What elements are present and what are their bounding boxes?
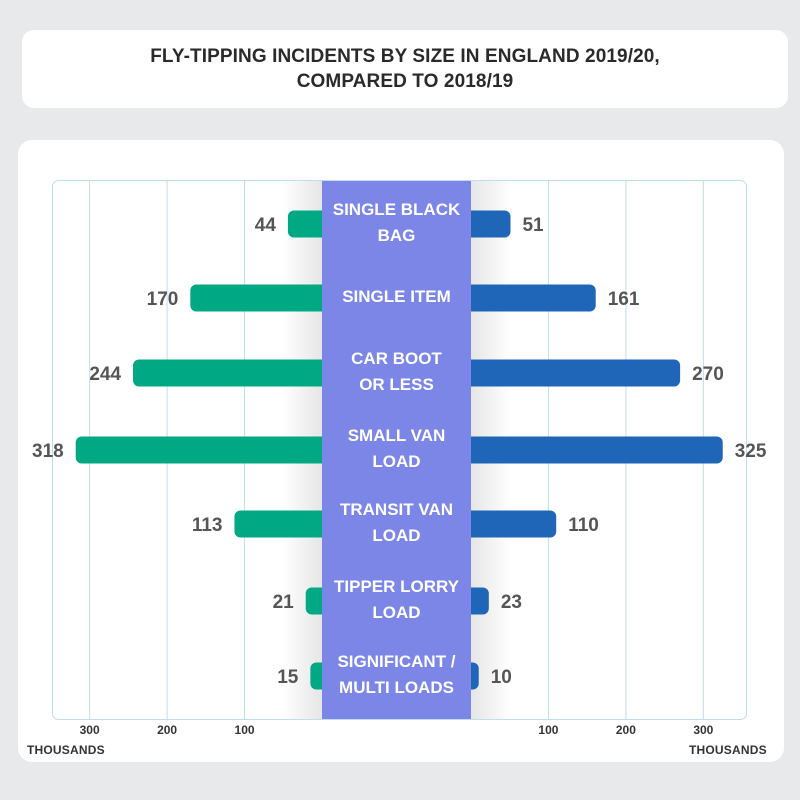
category-label: MULTI LOADS <box>339 678 454 697</box>
value-label-left: 21 <box>273 592 295 613</box>
bar-right <box>461 284 596 312</box>
tick-label-right: 300 <box>693 723 713 737</box>
category-label: SMALL VAN <box>348 426 446 445</box>
value-label-right: 110 <box>568 515 599 536</box>
value-label-right: 10 <box>491 667 512 688</box>
value-label-left: 15 <box>277 667 299 688</box>
category-label: LOAD <box>372 526 420 545</box>
tick-label-left: 300 <box>80 723 100 737</box>
category-label: SINGLE ITEM <box>342 287 451 306</box>
axis-unit-left: THOUSANDS <box>27 743 105 757</box>
value-label-right: 270 <box>692 364 724 385</box>
value-label-left: 170 <box>147 289 179 310</box>
tick-label-right: 100 <box>538 723 558 737</box>
chart-title-line2: COMPARED TO 2018/19 <box>296 71 514 92</box>
category-label: BAG <box>378 226 416 245</box>
value-label-right: 51 <box>522 215 544 236</box>
category-label: LOAD <box>372 452 420 471</box>
value-label-left: 113 <box>192 515 223 536</box>
category-label: CAR BOOT <box>351 349 442 368</box>
bar-left <box>75 436 333 464</box>
value-label-right: 23 <box>501 592 522 613</box>
bar-left <box>133 359 332 387</box>
category-label: TRANSIT VAN <box>340 500 453 519</box>
category-label: TIPPER LORRY <box>334 577 460 596</box>
category-label: SIGNIFICANT / <box>337 652 455 671</box>
tick-label-right: 200 <box>616 723 636 737</box>
value-label-left: 44 <box>255 215 277 236</box>
tick-label-left: 100 <box>235 723 255 737</box>
category-band <box>322 181 471 719</box>
category-label: OR LESS <box>359 375 434 394</box>
bar-right <box>461 436 723 464</box>
bar-right <box>461 510 557 538</box>
bar-left <box>234 510 332 538</box>
plot-frame <box>52 180 747 720</box>
title-card: FLY-TIPPING INCIDENTS BY SIZE IN ENGLAND… <box>22 30 788 108</box>
value-label-right: 325 <box>735 441 767 462</box>
value-label-left: 244 <box>89 364 121 385</box>
bar-left <box>287 210 332 238</box>
bar-left <box>190 284 332 312</box>
value-label-right: 161 <box>608 289 640 310</box>
value-label-left: 318 <box>32 441 64 462</box>
tick-label-left: 200 <box>157 723 177 737</box>
axis-unit-right: THOUSANDS <box>689 743 767 757</box>
category-label: SINGLE BLACK <box>333 200 461 219</box>
bar-right <box>461 210 511 238</box>
bar-right <box>461 359 681 387</box>
chart-title-line1: FLY-TIPPING INCIDENTS BY SIZE IN ENGLAND… <box>150 46 660 67</box>
category-label: LOAD <box>372 603 420 622</box>
